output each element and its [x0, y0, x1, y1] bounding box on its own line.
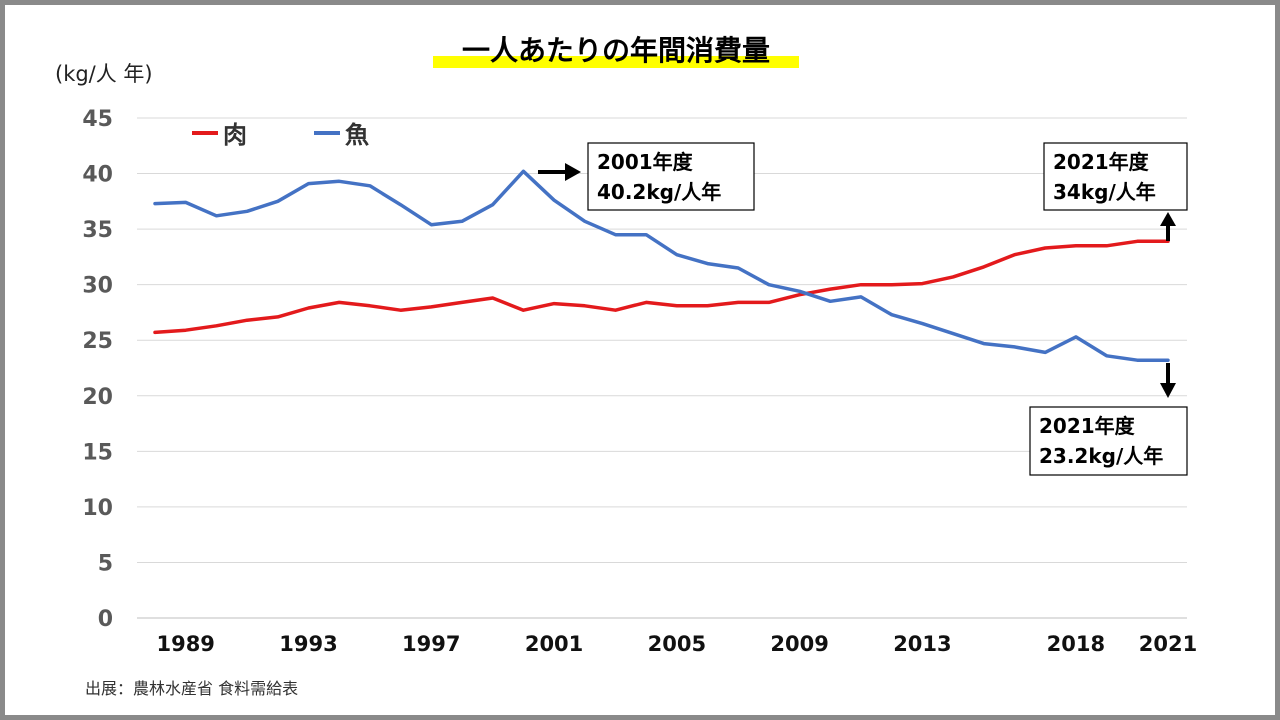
annotation-box — [1029, 406, 1188, 476]
series-line-meat — [153, 239, 1170, 335]
annotation-2021-meat: 2021年度 34kg/人年 — [1043, 142, 1188, 241]
x-tick-label: 1989 — [156, 632, 214, 656]
line-chart: 一人あたりの年間消費量 (kg/人 年) 051015202530354045 … — [55, 34, 1197, 698]
x-tick-label: 2001 — [525, 632, 583, 656]
annotation-year: 2001年度 — [597, 150, 694, 174]
annotation-value: 40.2kg/人年 — [597, 180, 721, 204]
y-tick-label: 0 — [98, 607, 113, 632]
legend-label-fish: 魚 — [345, 121, 369, 149]
x-tick-label: 2018 — [1047, 632, 1105, 656]
x-axis-ticks: 1989 1993 1997 2001 2005 2009 2013 2018 2021 — [156, 632, 1197, 656]
x-tick-label: 2021 — [1139, 632, 1197, 656]
y-tick-label: 20 — [82, 385, 113, 410]
annotation-arrowhead — [1160, 212, 1176, 226]
x-tick-label: 2009 — [770, 632, 828, 656]
annotation-arrowhead — [1160, 383, 1176, 398]
y-tick-label: 30 — [82, 274, 113, 299]
y-tick-label: 5 — [98, 551, 113, 576]
annotation-box — [587, 142, 755, 211]
x-tick-label: 2005 — [648, 632, 706, 656]
y-axis-ticks: 0 5 10 15 20 25 30 35 40 45 — [82, 107, 113, 632]
y-tick-label: 40 — [82, 163, 113, 188]
annotation-2001-peak: 2001年度 40.2kg/人年 — [538, 142, 755, 211]
annotation-value: 23.2kg/人年 — [1039, 444, 1163, 468]
x-tick-label: 1997 — [402, 632, 460, 656]
annotation-2021-fish: 2021年度 23.2kg/人年 — [1029, 363, 1188, 476]
series-lines — [153, 169, 1170, 362]
legend-label-meat: 肉 — [223, 121, 247, 149]
title-highlight — [433, 56, 799, 68]
legend: 肉 魚 — [192, 121, 369, 149]
chart-frame: 一人あたりの年間消費量 (kg/人 年) 0 5 10 15 20 25 30 35 40 45 … — [5, 5, 1275, 715]
x-tick-label: 2013 — [893, 632, 951, 656]
annotation-year: 2021年度 — [1053, 150, 1150, 174]
y-tick-label: 10 — [82, 496, 113, 521]
y-tick-label: 15 — [82, 440, 113, 465]
source-note: 出展：農林水産省 食料需給表 — [85, 679, 298, 698]
y-axis-unit-label: (kg/人 年) — [55, 62, 153, 86]
chart-title: 一人あたりの年間消費量 — [462, 34, 770, 67]
annotation-box — [1043, 142, 1188, 211]
annotation-value: 34kg/人年 — [1053, 180, 1156, 204]
series-line-fish — [153, 169, 1170, 362]
x-tick-label: 1993 — [279, 632, 337, 656]
y-tick-label: 25 — [82, 329, 113, 354]
annotation-arrowhead — [565, 163, 581, 181]
annotation-year: 2021年度 — [1039, 414, 1136, 438]
y-tick-label: 35 — [82, 218, 113, 243]
y-tick-label: 45 — [82, 107, 113, 132]
